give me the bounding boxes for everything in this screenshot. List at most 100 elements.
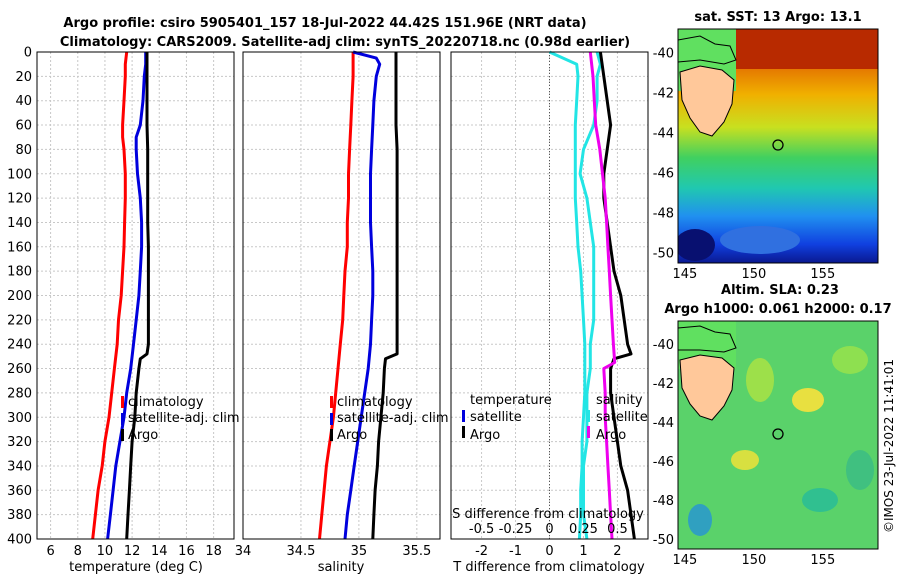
depth-tick-label: 200 bbox=[7, 289, 32, 304]
salinity-difference-tick-labels: -0.5 -0.25 0 0.25 0.5 bbox=[469, 522, 628, 537]
profile-location-marker bbox=[772, 139, 784, 151]
sla-map-title-2: Argo h1000: 0.061 h2000: 0.17 bbox=[664, 302, 891, 317]
series-line-t-argo bbox=[598, 51, 636, 540]
depth-tick-label: 220 bbox=[7, 313, 32, 328]
x-tick-label: 34.5 bbox=[286, 544, 315, 559]
legend-swatch-argo bbox=[330, 429, 333, 441]
legend-swatch-s-satellite bbox=[587, 410, 590, 422]
x-tick-label: 35 bbox=[351, 544, 368, 559]
legend-s-satellite: satellite bbox=[596, 410, 648, 425]
imos-watermark: ©IMOS 23-Jul-2022 11:41:01 bbox=[882, 359, 896, 533]
depth-tick-label: 180 bbox=[7, 265, 32, 280]
depth-tick-label: 320 bbox=[7, 435, 32, 450]
series-line-satellite-adj-clim bbox=[106, 52, 148, 540]
depth-tick-label: 280 bbox=[7, 386, 32, 401]
legend-t-argo: Argo bbox=[470, 428, 500, 443]
panel-difference: -2 -1 0 1 2 -0.5 -0.25 0 0.25 0.5 S difference f… bbox=[450, 50, 649, 575]
sla-blob bbox=[731, 450, 759, 470]
mainland-coast bbox=[678, 325, 737, 353]
sla-map-tick-labels: 145 150 155 -40 -42 -44 -46 -48 -50 bbox=[653, 338, 835, 568]
series-line-s-argo bbox=[588, 51, 617, 540]
tasmania-land bbox=[679, 354, 735, 421]
sla-blob bbox=[688, 504, 712, 536]
s-difference-label: S difference from climatology bbox=[452, 507, 644, 522]
temperature-legend: climatology satellite-adj. clim Argo bbox=[121, 395, 240, 443]
sst-cool-eddy bbox=[720, 226, 800, 254]
t-difference-label: T difference from climatology bbox=[452, 560, 645, 575]
map-lat-tick: -40 bbox=[653, 338, 674, 353]
x-tick-label: 2 bbox=[613, 544, 621, 559]
x-tick-label: 16 bbox=[178, 544, 195, 559]
legend-climatology: climatology bbox=[337, 395, 413, 410]
sla-blob bbox=[846, 450, 874, 490]
depth-tick-labels: 0 20 40 60 80 100 120 140 160 180 200 220 240 260 280 3… bbox=[7, 46, 32, 548]
map-lat-tick: -46 bbox=[653, 167, 674, 182]
legend-temperature-heading: temperature bbox=[470, 393, 552, 408]
map-lat-tick: -40 bbox=[653, 47, 674, 62]
series-line-climatology bbox=[318, 52, 355, 540]
map-lat-tick: -42 bbox=[653, 377, 674, 392]
map-lat-tick: -48 bbox=[653, 494, 674, 509]
map-lat-tick: -42 bbox=[653, 87, 674, 102]
series-line-s-satellite bbox=[548, 50, 587, 540]
map-lat-tick: -50 bbox=[653, 247, 674, 262]
temperature-lines bbox=[91, 51, 150, 540]
map-lon-tick: 150 bbox=[741, 267, 766, 282]
depth-tick-label: 260 bbox=[7, 362, 32, 377]
temperature-tick-labels: 6 8 10 12 14 16 18 bbox=[46, 544, 221, 559]
sla-map-title-1: Altim. SLA: 0.23 bbox=[721, 283, 839, 298]
title-line-2: Climatology: CARS2009. Satellite-adj cli… bbox=[60, 35, 630, 50]
depth-tick-label: 120 bbox=[7, 192, 32, 207]
x-tick-label: 34 bbox=[235, 544, 252, 559]
legend-swatch-argo bbox=[121, 429, 124, 441]
map-lon-tick: 145 bbox=[672, 553, 697, 568]
difference-legend-temperature: temperature satellite Argo bbox=[462, 393, 552, 443]
x-tick-label: 0.5 bbox=[607, 522, 628, 537]
profile-location-marker bbox=[772, 428, 784, 440]
series-line-climatology bbox=[91, 51, 129, 540]
salinity-lines bbox=[318, 50, 399, 540]
difference-legend-salinity: salinity satellite Argo bbox=[587, 393, 648, 443]
legend-satellite: satellite-adj. clim bbox=[337, 411, 449, 426]
temperature-xlabel: temperature (deg C) bbox=[69, 560, 203, 575]
map-lat-tick: -44 bbox=[653, 416, 674, 431]
depth-tick-label: 400 bbox=[7, 533, 32, 548]
depth-tick-label: 360 bbox=[7, 484, 32, 499]
sst-map-tick-labels: 145 150 155 -40 -42 -44 -46 -48 -50 bbox=[653, 47, 835, 283]
depth-tick-label: 140 bbox=[7, 216, 32, 231]
legend-swatch-satellite bbox=[121, 413, 124, 425]
legend-swatch-s-argo bbox=[587, 426, 590, 438]
x-tick-label: 14 bbox=[151, 544, 168, 559]
sst-map-title: sat. SST: 13 Argo: 13.1 bbox=[694, 10, 861, 25]
difference-grid bbox=[451, 51, 648, 540]
series-line-satellite-adj-clim bbox=[343, 50, 382, 540]
x-tick-label: 12 bbox=[124, 544, 141, 559]
map-lat-tick: -50 bbox=[653, 533, 674, 548]
mainland-coast bbox=[678, 35, 737, 65]
title-line-1: Argo profile: csiro 5905401_157 18-Jul-2… bbox=[63, 16, 586, 31]
legend-argo: Argo bbox=[337, 428, 367, 443]
x-tick-label: -2 bbox=[475, 544, 488, 559]
map-lon-tick: 155 bbox=[810, 553, 835, 568]
depth-tick-label: 20 bbox=[15, 70, 32, 85]
x-tick-label: 18 bbox=[205, 544, 222, 559]
x-tick-label: 0 bbox=[545, 544, 553, 559]
sla-blob bbox=[746, 358, 774, 402]
x-tick-label: 0.25 bbox=[569, 522, 598, 537]
legend-t-satellite: satellite bbox=[470, 410, 522, 425]
series-line-argo bbox=[125, 52, 150, 540]
x-tick-label: -1 bbox=[509, 544, 522, 559]
map-lat-tick: -46 bbox=[653, 455, 674, 470]
depth-tick-label: 300 bbox=[7, 411, 32, 426]
x-tick-label: -0.25 bbox=[499, 522, 533, 537]
legend-swatch-t-argo bbox=[462, 426, 465, 438]
depth-tick-label: 80 bbox=[15, 143, 32, 158]
x-tick-label: 1 bbox=[579, 544, 587, 559]
sst-cold-patch bbox=[678, 229, 715, 261]
depth-tick-label: 340 bbox=[7, 459, 32, 474]
difference-tick-labels: -2 -1 0 1 2 bbox=[475, 544, 621, 559]
legend-salinity-heading: salinity bbox=[596, 393, 643, 408]
legend-s-argo: Argo bbox=[596, 428, 626, 443]
x-tick-label: 8 bbox=[74, 544, 82, 559]
